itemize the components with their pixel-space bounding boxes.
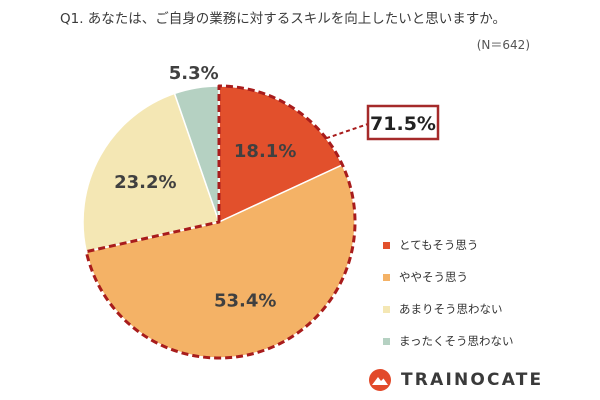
legend-label-4: まったくそう思わない <box>399 334 514 348</box>
pie-slice-label-4: 5.3% <box>169 63 219 84</box>
pie-slice-label-1: 18.1% <box>234 141 296 162</box>
highlight-dashed-outline <box>84 84 357 360</box>
legend-swatch-1 <box>383 241 390 249</box>
pie-slice-label-3: 23.2% <box>114 172 176 193</box>
legend-swatch-3 <box>383 305 390 313</box>
legend-item-3: あまりそう思わない <box>383 293 514 325</box>
legend-item-1: とてもそう思う <box>383 229 514 261</box>
brand-logo: TRAINOCATE <box>367 368 543 392</box>
legend-item-4: まったくそう思わない <box>383 325 514 357</box>
callout-leader-line <box>325 123 369 140</box>
pie-slice-label-2: 53.4% <box>214 290 276 311</box>
legend: とてもそう思う ややそう思うあまりそう思わない まったくそう思わない <box>383 229 514 357</box>
legend-swatch-2 <box>383 273 390 281</box>
chart-title: Q1. あなたは、ご自身の業務に対するスキルを向上したいと思いますか。 <box>60 11 507 27</box>
callout-value: 71.5% <box>370 113 436 135</box>
sample-size-label: (N＝642) <box>476 38 530 52</box>
legend-item-2: ややそう思う <box>383 261 514 293</box>
brand-name: TRAINOCATE <box>401 370 544 390</box>
legend-label-3: あまりそう思わない <box>399 302 503 316</box>
pie-slice-3 <box>82 92 220 253</box>
callout-box <box>366 104 440 141</box>
legend-label-2: ややそう思う <box>399 270 468 284</box>
brand-mark-icon <box>369 369 391 391</box>
legend-label-1: とてもそう思う <box>399 238 479 252</box>
pie-slice-labels: 18.1% 53.4% 23.2% 5.3% <box>114 63 296 311</box>
legend-swatch-4 <box>383 337 390 345</box>
